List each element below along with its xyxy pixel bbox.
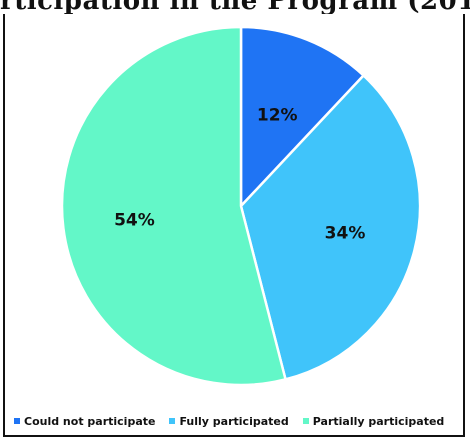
legend-item-partially-participated: Partially participated [302,414,445,428]
chart-title-strip: rticipation in the Program (2014) [0,0,470,14]
legend-label: Could not participate [24,414,156,428]
legend-swatch [14,418,20,424]
legend-swatch [302,418,309,424]
slice-label: 12% [257,105,298,125]
pie-slice-partially-participated [60,25,288,387]
slice-label: 34% [325,224,366,244]
legend: Could not participate Fully participated… [14,412,464,430]
legend-swatch [169,418,176,424]
pie-slice-could-not-participate [239,25,366,210]
legend-label: Partially participated [312,414,445,428]
chart-title: rticipation in the Program (2014) [0,0,470,14]
legend-label: Fully participated [179,414,289,428]
legend-item-could-not-participate: Could not participate [14,415,155,428]
pie-slice-fully-participated [239,73,422,381]
slice-label: 54% [114,210,155,230]
legend-item-fully-participated: Fully participated [169,414,289,428]
